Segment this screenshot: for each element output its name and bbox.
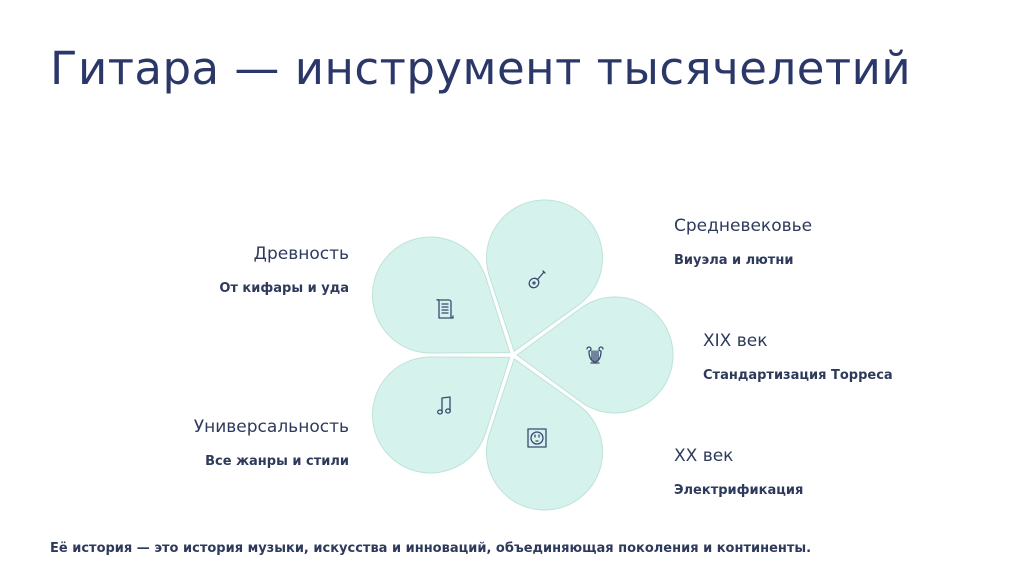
power-outlet-icon xyxy=(527,428,547,448)
label-heading: Средневековье xyxy=(674,216,813,236)
petal-4 xyxy=(372,356,511,474)
label-subtitle: Электрификация xyxy=(674,483,804,498)
page-title: Гитара — инструмент тысячелетий xyxy=(50,42,912,95)
label-20th-century: XX век Электрификация xyxy=(674,446,803,498)
lute-icon xyxy=(528,270,546,289)
label-19th-century: XIX век Стандартизация Торреса xyxy=(703,331,893,383)
label-antiquity: Древность От кифары и уда xyxy=(219,244,349,296)
label-subtitle: От кифары и уда xyxy=(219,281,349,296)
label-subtitle: Все жанры и стили xyxy=(205,454,349,469)
music-note-icon xyxy=(437,396,451,415)
petal-1 xyxy=(486,199,604,352)
petal-3 xyxy=(486,358,604,511)
label-heading: XIX век xyxy=(703,331,768,351)
scroll-icon xyxy=(436,299,454,319)
label-heading: Древность xyxy=(253,244,349,264)
label-heading: Универсальность xyxy=(193,417,349,437)
label-subtitle: Виуэла и лютни xyxy=(674,253,794,268)
label-middle-ages: Средневековье Виуэла и лютни xyxy=(674,216,812,268)
petal-0 xyxy=(372,236,511,354)
label-universality: Универсальность Все жанры и стили xyxy=(194,417,349,469)
lyre-icon xyxy=(586,346,604,364)
label-subtitle: Стандартизация Торреса xyxy=(703,368,893,383)
petal-2 xyxy=(516,296,674,414)
footer-text: Её история — это история музыки, искусст… xyxy=(50,541,812,556)
label-heading: XX век xyxy=(674,446,734,466)
